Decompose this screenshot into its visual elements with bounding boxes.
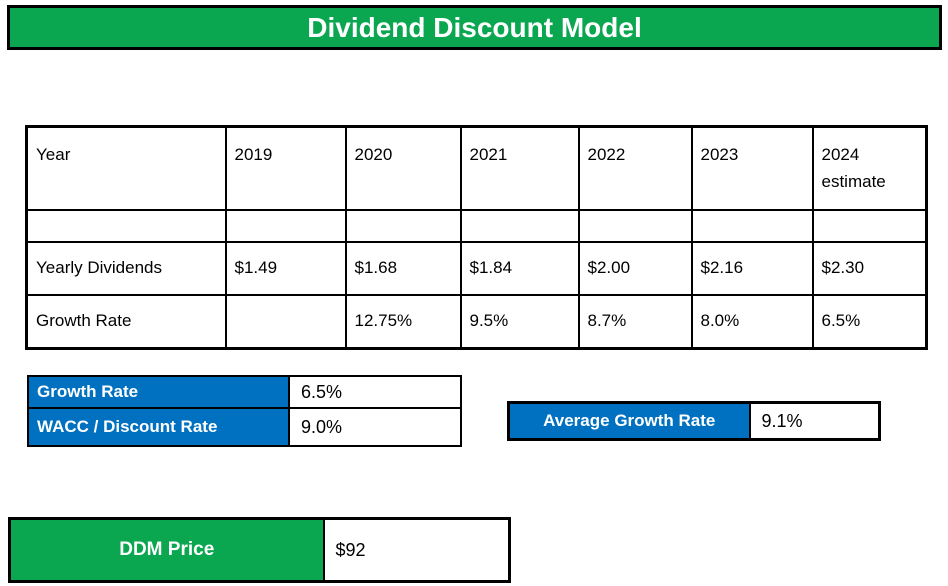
header-cell-2021[interactable]: 2021	[459, 125, 580, 211]
cell-growth-2021[interactable]: 9.5%	[459, 293, 580, 350]
average-growth-value-cell[interactable]: 9.1%	[748, 401, 881, 441]
ddm-price-label-cell: DDM Price	[8, 517, 325, 583]
header-cell-2022[interactable]: 2022	[577, 125, 693, 211]
cell-growth-2019[interactable]	[224, 293, 347, 350]
assumptions-box: Growth Rate 6.5% WACC / Discount Rate 9.…	[27, 375, 462, 447]
ddm-price-box: DDM Price $92	[8, 517, 511, 583]
spacer-cell[interactable]	[459, 208, 580, 243]
growth-rate-assumption-row: Growth Rate 6.5%	[27, 375, 462, 409]
header-cell-year[interactable]: Year	[25, 125, 227, 211]
table-header-row: Year 2019 2020 2021 2022 2023 2024 estim…	[25, 125, 928, 211]
spacer-cell[interactable]	[224, 208, 347, 243]
cell-dividend-2023[interactable]: $2.16	[690, 240, 814, 296]
cell-dividend-2024[interactable]: $2.30	[811, 240, 928, 296]
cell-growth-2024[interactable]: 6.5%	[811, 293, 928, 350]
spacer-cell[interactable]	[811, 208, 928, 243]
wacc-label-cell: WACC / Discount Rate	[27, 407, 290, 447]
growth-rate-label-cell: Growth Rate	[27, 375, 290, 409]
cell-dividend-2022[interactable]: $2.00	[577, 240, 693, 296]
wacc-assumption-row: WACC / Discount Rate 9.0%	[27, 407, 462, 447]
ddm-price-value-cell[interactable]: $92	[322, 517, 511, 583]
spacer-row	[25, 208, 928, 243]
header-cell-2024-estimate[interactable]: 2024 estimate	[811, 125, 928, 211]
header-cell-2019[interactable]: 2019	[224, 125, 347, 211]
title-banner: Dividend Discount Model	[7, 5, 942, 50]
cell-growth-2023[interactable]: 8.0%	[690, 293, 814, 350]
cell-dividend-2019[interactable]: $1.49	[224, 240, 347, 296]
average-growth-row: Average Growth Rate 9.1%	[507, 401, 881, 441]
average-growth-box: Average Growth Rate 9.1%	[507, 401, 881, 441]
spacer-cell[interactable]	[577, 208, 693, 243]
header-cell-2023[interactable]: 2023	[690, 125, 814, 211]
wacc-value-cell[interactable]: 9.0%	[288, 407, 462, 447]
row-label-growth-rate[interactable]: Growth Rate	[25, 293, 227, 350]
spacer-cell[interactable]	[344, 208, 462, 243]
cell-dividend-2020[interactable]: $1.68	[344, 240, 462, 296]
page-title: Dividend Discount Model	[307, 11, 642, 43]
growth-rate-value-cell[interactable]: 6.5%	[288, 375, 462, 409]
yearly-dividends-row: Yearly Dividends $1.49 $1.68 $1.84 $2.00…	[25, 240, 928, 296]
average-growth-label-cell: Average Growth Rate	[507, 401, 751, 441]
spacer-cell[interactable]	[25, 208, 227, 243]
row-label-yearly-dividends[interactable]: Yearly Dividends	[25, 240, 227, 296]
growth-rate-row: Growth Rate 12.75% 9.5% 8.7% 8.0% 6.5%	[25, 293, 928, 350]
header-cell-2020[interactable]: 2020	[344, 125, 462, 211]
cell-dividend-2021[interactable]: $1.84	[459, 240, 580, 296]
spacer-cell[interactable]	[690, 208, 814, 243]
ddm-price-row: DDM Price $92	[8, 517, 511, 583]
cell-growth-2020[interactable]: 12.75%	[344, 293, 462, 350]
cell-growth-2022[interactable]: 8.7%	[577, 293, 693, 350]
dividends-table: Year 2019 2020 2021 2022 2023 2024 estim…	[25, 125, 928, 350]
